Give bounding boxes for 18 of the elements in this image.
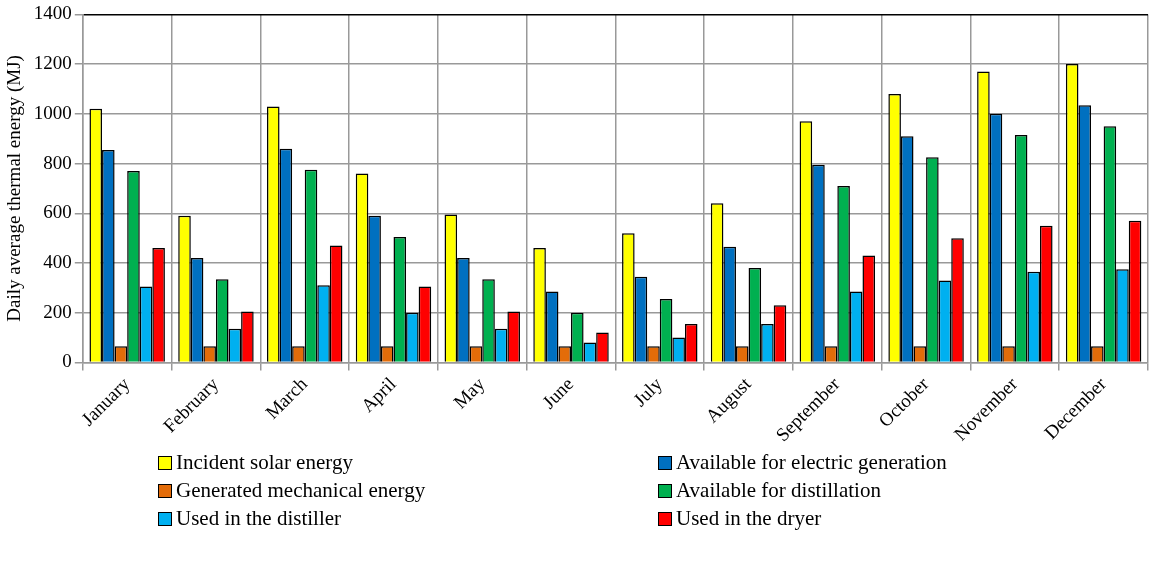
- x-tick-label: May: [449, 372, 489, 413]
- legend-label: Incident solar energy: [176, 450, 353, 475]
- y-tick-label: 1400: [33, 2, 72, 24]
- x-tick-label: June: [537, 372, 578, 413]
- y-tick-label: 200: [43, 300, 72, 322]
- legend-label: Used in the dryer: [676, 506, 822, 531]
- y-tick-label: 1200: [33, 52, 72, 74]
- y-tick-label: 1000: [33, 101, 72, 123]
- x-tick-label: July: [628, 372, 667, 411]
- legend-label: Available for electric generation: [676, 450, 947, 475]
- legend-label: Used in the distiller: [176, 506, 342, 531]
- y-tick-label: 600: [43, 201, 72, 223]
- legend-label: Available for distillation: [676, 478, 881, 503]
- y-tick-label: 800: [43, 151, 72, 173]
- y-tick-label: 0: [62, 350, 72, 372]
- y-tick-label: 400: [43, 250, 72, 272]
- y-axis-title: Daily average thermal energy (MJ): [3, 55, 26, 322]
- legend-label: Generated mechanical energy: [176, 478, 426, 503]
